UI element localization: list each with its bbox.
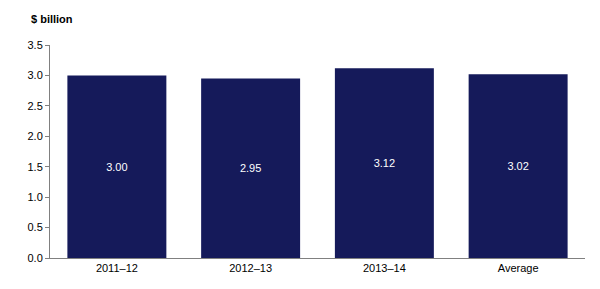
svg-text:2.0: 2.0 bbox=[28, 130, 43, 142]
svg-text:3.0: 3.0 bbox=[28, 69, 43, 81]
svg-text:3.00: 3.00 bbox=[106, 161, 127, 173]
svg-text:0.0: 0.0 bbox=[28, 252, 43, 264]
svg-text:Average: Average bbox=[498, 262, 539, 274]
svg-text:$ billion: $ billion bbox=[31, 13, 73, 25]
svg-text:3.02: 3.02 bbox=[507, 160, 528, 172]
svg-text:1.5: 1.5 bbox=[28, 161, 43, 173]
svg-text:2.95: 2.95 bbox=[240, 162, 261, 174]
svg-text:3.12: 3.12 bbox=[374, 157, 395, 169]
svg-text:2012–13: 2012–13 bbox=[229, 262, 272, 274]
svg-text:2011–12: 2011–12 bbox=[96, 262, 138, 274]
svg-text:0.5: 0.5 bbox=[28, 221, 43, 233]
svg-text:2013–14: 2013–14 bbox=[363, 262, 406, 274]
svg-text:1.0: 1.0 bbox=[28, 191, 43, 203]
svg-text:2.5: 2.5 bbox=[28, 100, 43, 112]
svg-text:3.5: 3.5 bbox=[28, 39, 43, 51]
